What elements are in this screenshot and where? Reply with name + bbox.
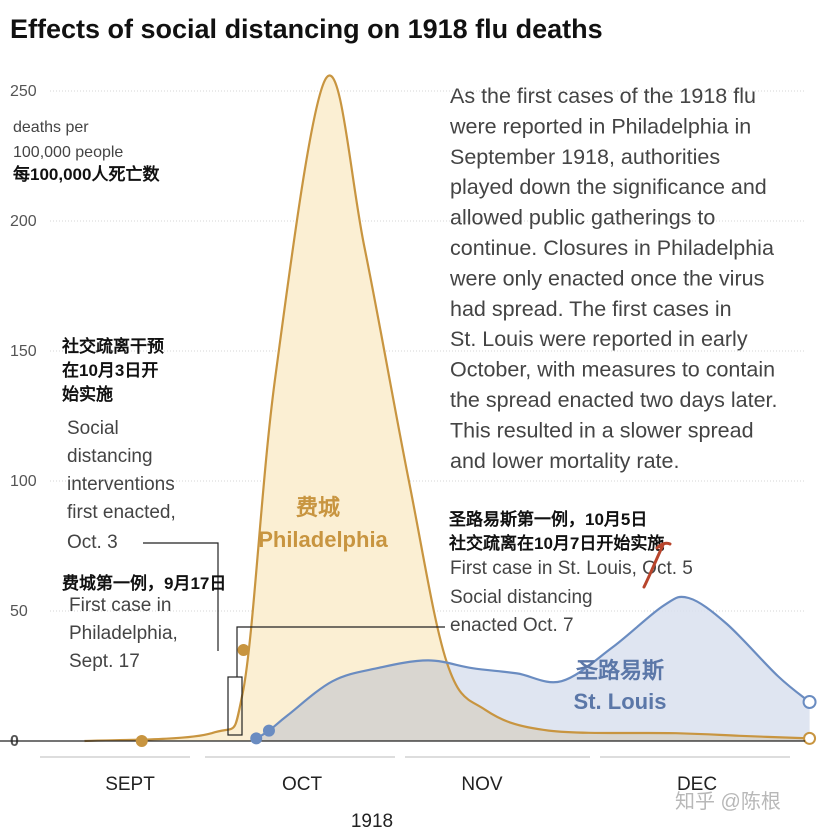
description-line: were reported in Philadelphia in [449,114,751,138]
series-label-philadelphia: Philadelphia [258,527,388,552]
description-line: September 1918, authorities [450,145,720,169]
ph-firstcase-cn: 费城第一例，9月17日 [62,573,226,593]
description-line: were only enacted once the virus [449,266,764,290]
description-line: St. Louis were reported in early [450,327,748,351]
y-tick-label: 200 [10,213,37,230]
ph-distancing-en-3: interventions [67,474,175,495]
stl-cn-1: 圣路易斯第一例，10月5日 [449,509,647,529]
ph-firstcase-en-1: First case in [69,595,171,616]
description-line: had spread. The first cases in [450,297,732,321]
x-tick-sept: SEPT [105,774,155,795]
handwritten-mark [642,541,672,589]
description-line: the spread enacted two days later. [450,388,778,412]
event-marker [237,644,250,656]
leader-bracket-stl [227,676,243,736]
x-tick-dec: DEC [677,774,717,795]
series-areas [84,74,817,745]
y-tick-label: 250 [10,83,37,100]
description-line: As the first cases of the 1918 flu [450,84,756,108]
leader-line-ph-distancing [143,542,219,651]
ph-firstcase-en-3: Sept. 17 [69,651,140,672]
series-label-stlouis: St. Louis [574,689,667,714]
description-line: continue. Closures in Philadelphia [450,236,774,260]
stl-en-2: Social distancing [450,587,593,608]
end-marker-philadelphia [803,731,817,745]
description-line: allowed public gatherings to [450,206,715,230]
line-philadelphia [84,74,810,743]
description-line: October, with measures to contain [450,358,775,382]
ph-distancing-en-2: distancing [67,446,153,467]
watermark: 知乎 @陈根 [675,790,781,813]
y-axis-label-line2: 100,000 people [13,144,123,161]
event-marker [135,735,148,747]
stl-en-3: enacted Oct. 7 [450,615,574,636]
ph-distancing-cn-2: 在10月3日开 [62,360,158,380]
description-line: played down the significance and [450,175,767,199]
description-line: This resulted in a slower spread [450,418,754,442]
y-axis-label-line1: deaths per [13,119,89,136]
ph-firstcase-en-2: Philadelphia, [69,623,178,644]
series-label-philadelphia-cn: 费城 [296,495,340,520]
x-tick-nov: NOV [461,774,503,795]
line-stlouis [255,595,811,740]
description-paragraph: As the first cases of the 1918 flu were r… [449,84,778,473]
x-year-label: 1918 [351,811,393,832]
leader-line-stl [236,626,445,677]
stl-en-1: First case in St. Louis, Oct. 5 [450,558,693,579]
x-tick-oct: OCT [282,774,323,795]
event-markers [135,644,275,747]
event-marker [250,732,263,745]
y-tick-label: 150 [10,343,37,360]
ph-distancing-en-4: first enacted, [67,502,176,523]
end-marker-stlouis [802,695,817,709]
chart-title: Effects of social distancing on 1918 flu… [10,14,603,44]
y-tick-label: 100 [10,473,37,490]
series-label-stlouis-cn: 圣路易斯 [576,658,664,683]
ph-distancing-en-1: Social [67,418,119,439]
ph-distancing-cn-3: 始实施 [62,384,113,404]
ph-distancing-en-5: Oct. 3 [67,532,118,553]
ph-distancing-cn-1: 社交疏离干预 [61,336,164,356]
event-marker [262,724,275,737]
stl-cn-2: 社交疏离在10月7日开始实施 [448,533,664,553]
description-line: and lower mortality rate. [450,449,679,473]
y-tick-label: 50 [10,603,28,620]
area-philadelphia [84,75,810,742]
y-axis-label-cn: 每100,000人死亡数 [13,164,160,184]
